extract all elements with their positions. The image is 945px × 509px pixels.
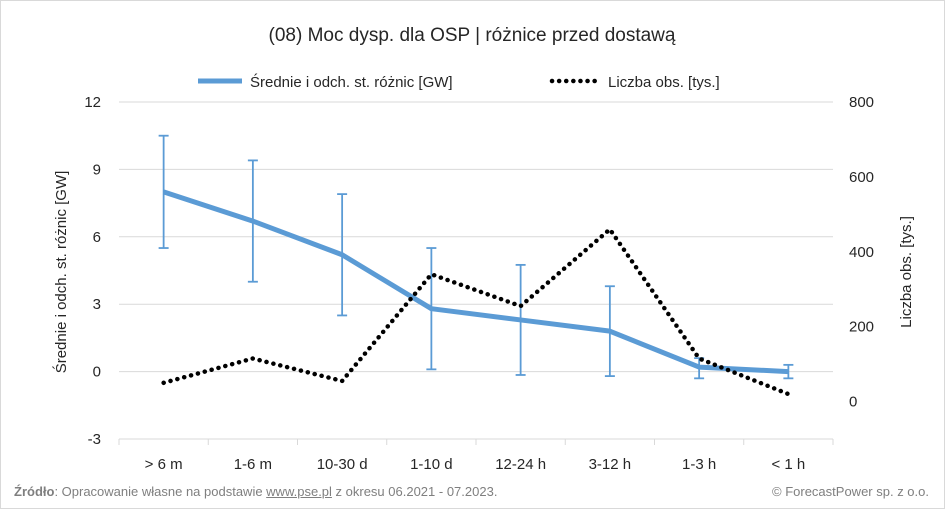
legend-label-series-2: Liczba obs. [tys.] [608,74,720,91]
y-left-tick-label: -3 [88,431,101,448]
x-tick-label: 1-3 h [682,456,716,473]
legend-label-series-1: Średnie i odch. st. różnic [GW] [250,73,453,91]
source-label: Źródło [14,484,55,499]
y-left-tick-labels: -3 0 3 6 9 12 [84,94,101,448]
gridlines [118,101,834,445]
y-right-tick-label: 200 [849,319,874,336]
source-link[interactable]: www.pse.pl [266,484,332,499]
x-tick-label: 1-6 m [234,456,272,473]
x-tick-labels: > 6 m 1-6 m 10-30 d 1-10 d 12-24 h 3-12 h 1-3 … [145,456,806,473]
y-left-tick-label: 3 [93,296,101,313]
y-left-axis-title: Średnie i odch. st. różnic [GW] [52,171,70,374]
error-bars [158,134,794,380]
y-left-tick-label: 9 [93,161,101,178]
y-left-tick-label: 12 [84,94,101,111]
x-tick-label: 3-12 h [589,456,632,473]
series-lines [161,189,791,397]
series-line-observation-count [161,227,791,397]
legend: Średnie i odch. st. różnic [GW] Liczba o… [198,73,720,91]
x-tick-label: 1-10 d [410,456,453,473]
x-tick-label: < 1 h [771,456,805,473]
copyright-note: © ForecastPower sp. z o.o. [772,484,929,499]
y-right-tick-label: 600 [849,169,874,186]
y-left-tick-label: 0 [93,364,101,381]
y-right-tick-label: 800 [849,94,874,111]
source-text-before: : Opracowanie własne na podstawie [54,484,267,499]
source-text-after: z okresu 06.2021 - 07.2023. [331,484,498,499]
chart-title: (08) Moc dysp. dla OSP | różnice przed d… [269,25,676,46]
x-tick-label: 12-24 h [495,456,546,473]
y-right-axis-title: Liczba obs. [tys.] [898,216,915,328]
x-tick-label: 10-30 d [317,456,368,473]
series-line-mean-diff [162,189,789,375]
source-note: Źródło: Opracowanie własne na podstawie … [14,484,497,499]
y-right-tick-label: 400 [849,244,874,261]
y-right-tick-labels: 0 200 400 600 800 [849,94,874,411]
y-right-tick-label: 0 [849,394,857,411]
y-left-tick-label: 6 [93,229,101,246]
x-tick-label: > 6 m [145,456,183,473]
